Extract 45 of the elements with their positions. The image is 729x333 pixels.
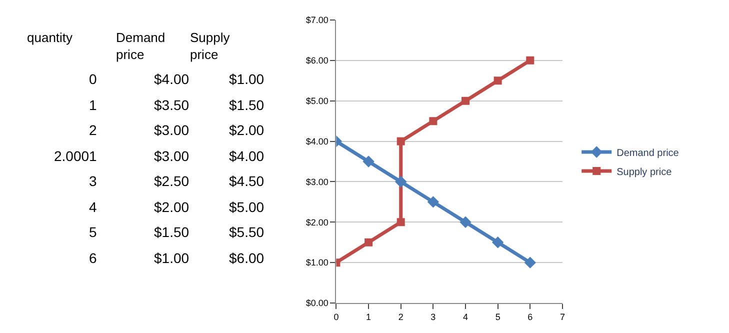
y-tick-label: $4.00 xyxy=(306,136,328,146)
x-tick-label: 6 xyxy=(528,312,533,322)
text: $6.00 xyxy=(229,250,264,266)
text: $5.00 xyxy=(229,199,264,215)
text: $3.50 xyxy=(154,97,190,113)
text: $1.50 xyxy=(229,97,264,113)
text: Supply price xyxy=(190,30,230,62)
x-tick-label: 2 xyxy=(398,312,404,322)
x-tick-label: 1 xyxy=(366,312,372,322)
legend-label: Supply price xyxy=(616,166,672,178)
text: $2.50 xyxy=(154,173,190,189)
text: Demand price xyxy=(116,30,166,62)
y-tick-label: $2.00 xyxy=(306,217,328,228)
legend-label: Demand price xyxy=(616,148,680,159)
x-tick-label: 7 xyxy=(560,312,565,322)
y-tick-label: $1.00 xyxy=(306,258,328,268)
text: $1.50 xyxy=(154,224,190,240)
y-tick-label: $5.00 xyxy=(306,96,328,106)
x-tick-label: 0 xyxy=(334,312,339,322)
text: $2.00 xyxy=(229,122,264,138)
text: $4.00 xyxy=(154,71,190,87)
text: $1.00 xyxy=(154,250,190,266)
x-tick-label: 3 xyxy=(430,312,436,322)
text: quantity xyxy=(27,30,74,45)
text: 1 xyxy=(89,97,97,113)
text: $4.00 xyxy=(229,148,264,164)
text: 6 xyxy=(89,250,97,266)
y-tick-label: $3.00 xyxy=(306,176,328,187)
text: $2.00 xyxy=(154,199,190,215)
text: $3.00 xyxy=(154,148,190,164)
text: 4 xyxy=(89,199,97,215)
text: $3.00 xyxy=(154,122,190,138)
x-tick-label: 5 xyxy=(495,312,500,322)
text: $1.00 xyxy=(229,71,264,87)
text: 0 xyxy=(89,71,97,87)
text: $5.50 xyxy=(229,224,264,240)
text: $4.50 xyxy=(229,173,264,189)
x-tick-label: 4 xyxy=(462,312,468,322)
y-tick-label: $7.00 xyxy=(306,15,328,26)
text: 2 xyxy=(89,122,97,138)
text: 5 xyxy=(89,224,97,240)
y-tick-label: $0.00 xyxy=(306,298,328,308)
text: 2.0001 xyxy=(54,148,98,164)
text: 3 xyxy=(89,173,97,189)
y-tick-label: $6.00 xyxy=(306,56,328,66)
